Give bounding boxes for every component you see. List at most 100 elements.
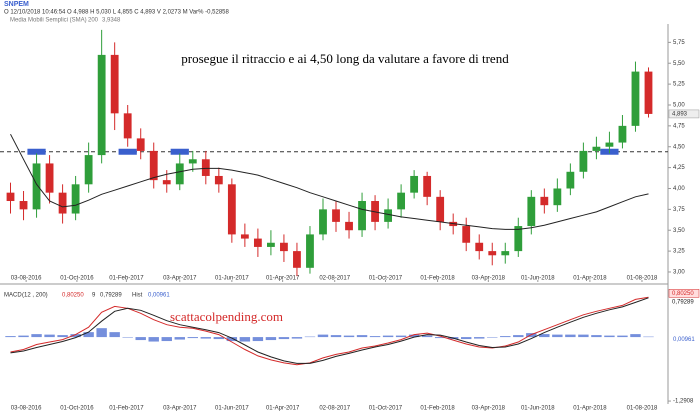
signal-period: 9: [92, 293, 96, 299]
sma-line: [10, 133, 649, 230]
candle-body: [384, 209, 392, 222]
y-tick-label: 5,50: [673, 61, 685, 67]
y-tick-label: 4,25: [673, 165, 685, 171]
x-tick-label: 01-Jun-2018: [521, 276, 555, 282]
candle-body: [423, 175, 432, 197]
level-marker: [118, 148, 137, 155]
histogram-bar: [434, 337, 446, 339]
candle-body: [410, 175, 419, 193]
candle-body: [436, 196, 445, 222]
candle-body: [19, 201, 28, 210]
candle-body: [149, 150, 158, 181]
candle-body: [631, 71, 640, 126]
x-tick-label: 01-08-2018: [627, 406, 658, 412]
x-tick-label: 01-Oct-2017: [369, 276, 403, 282]
candle-body: [501, 251, 510, 256]
sma-value: 3,9348: [102, 18, 121, 24]
candle-body: [475, 242, 484, 252]
histogram-bar: [513, 335, 524, 338]
histogram-bar: [122, 337, 133, 338]
x-tick-label: 01-Oct-2016: [60, 276, 94, 282]
candle-body: [240, 234, 249, 239]
hist-name: Hist: [132, 293, 143, 299]
histogram-bar: [630, 334, 641, 338]
x-tick-label: 01-Feb-2018: [420, 406, 455, 412]
histogram-bar: [200, 337, 212, 339]
x-tick-label: 01-Apr-2018: [573, 276, 607, 282]
x-tick-label: 01-Feb-2017: [109, 276, 144, 282]
candle-body: [97, 54, 106, 156]
candle-body: [358, 201, 366, 231]
x-tick-label: 01-Oct-2016: [60, 406, 94, 412]
candle-body: [553, 188, 562, 206]
y-tick-label: 3,00: [673, 270, 685, 276]
histogram-bar: [643, 336, 654, 338]
signal-value: 0,79289: [100, 293, 122, 299]
histogram-bar: [604, 335, 615, 338]
histogram-bar: [83, 332, 94, 338]
histogram-bar: [330, 335, 342, 338]
histogram-bar: [161, 337, 172, 342]
candle-body: [566, 171, 575, 189]
histogram-bar: [70, 334, 81, 338]
candle-body: [84, 155, 93, 185]
candle-body: [253, 238, 262, 247]
candle-body: [644, 71, 653, 114]
hist-value: 0,00961: [148, 293, 170, 299]
candle-body: [45, 163, 54, 193]
quote-info: O 12/10/2018 10:46:54 O 4,988 H 5,030 L …: [4, 10, 229, 16]
y-tick-label: 5,25: [673, 82, 685, 88]
histogram-bar: [356, 335, 368, 338]
histogram-bar: [174, 337, 185, 340]
x-tick-label: 02-08-2017: [319, 276, 350, 282]
y-tick-label: 5,00: [673, 103, 685, 109]
candle-body: [579, 150, 588, 172]
x-tick-label: 03-Apr-2017: [163, 406, 197, 412]
series-axis-label: 0,80250: [672, 291, 694, 297]
histogram-bar: [44, 334, 55, 338]
histogram-bar: [31, 334, 42, 338]
x-tick-label: 01-Jun-2017: [215, 406, 249, 412]
y-tick-label: 3,50: [673, 228, 685, 234]
y-tick-label: 4,50: [673, 144, 685, 150]
candle-body: [71, 184, 80, 214]
candle-body: [527, 196, 536, 227]
macd-value: 0,80250: [62, 293, 84, 299]
level-marker: [27, 148, 46, 155]
y-tick-label: 4,75: [673, 123, 685, 129]
x-tick-label: 03-Apr-2018: [472, 276, 506, 282]
candle-body: [319, 209, 327, 235]
candle-body: [123, 113, 132, 139]
x-tick-label: 03-Apr-2018: [472, 406, 506, 412]
histogram-bar: [552, 334, 563, 338]
candle-body: [592, 146, 601, 151]
symbol: SNPEM: [4, 1, 29, 8]
histogram-bar: [148, 337, 159, 342]
x-tick-label: 01-Jun-2017: [215, 276, 249, 282]
y-tick-label: -1,2908: [673, 399, 694, 405]
x-tick-label: 01-Apr-2017: [266, 406, 300, 412]
annotation: prosegue il ritraccio e ai 4,50 long da …: [181, 51, 509, 66]
macd-line: [10, 297, 649, 364]
candle-body: [162, 180, 171, 185]
x-tick-label: 01-Feb-2018: [420, 276, 455, 282]
histogram-bar: [343, 335, 355, 338]
x-tick-label: 02-08-2017: [319, 406, 350, 412]
histogram-bar: [369, 336, 381, 338]
candle-body: [306, 234, 314, 268]
macd-params: (12 , 200): [22, 293, 48, 299]
x-tick-label: 01-Oct-2017: [369, 406, 403, 412]
histogram-bar: [291, 337, 303, 339]
candle-body: [618, 125, 627, 143]
histogram-bar: [109, 332, 120, 338]
macd-title: MACD: [4, 293, 22, 299]
macd-line: [10, 296, 649, 366]
candle-body: [6, 192, 15, 202]
histogram-bar: [565, 334, 576, 338]
macd-value-box: [668, 289, 700, 298]
y-tick-label: 3,25: [673, 249, 685, 255]
histogram-bar: [578, 334, 589, 338]
histogram-bar: [304, 336, 316, 338]
histogram-bar: [395, 335, 407, 338]
